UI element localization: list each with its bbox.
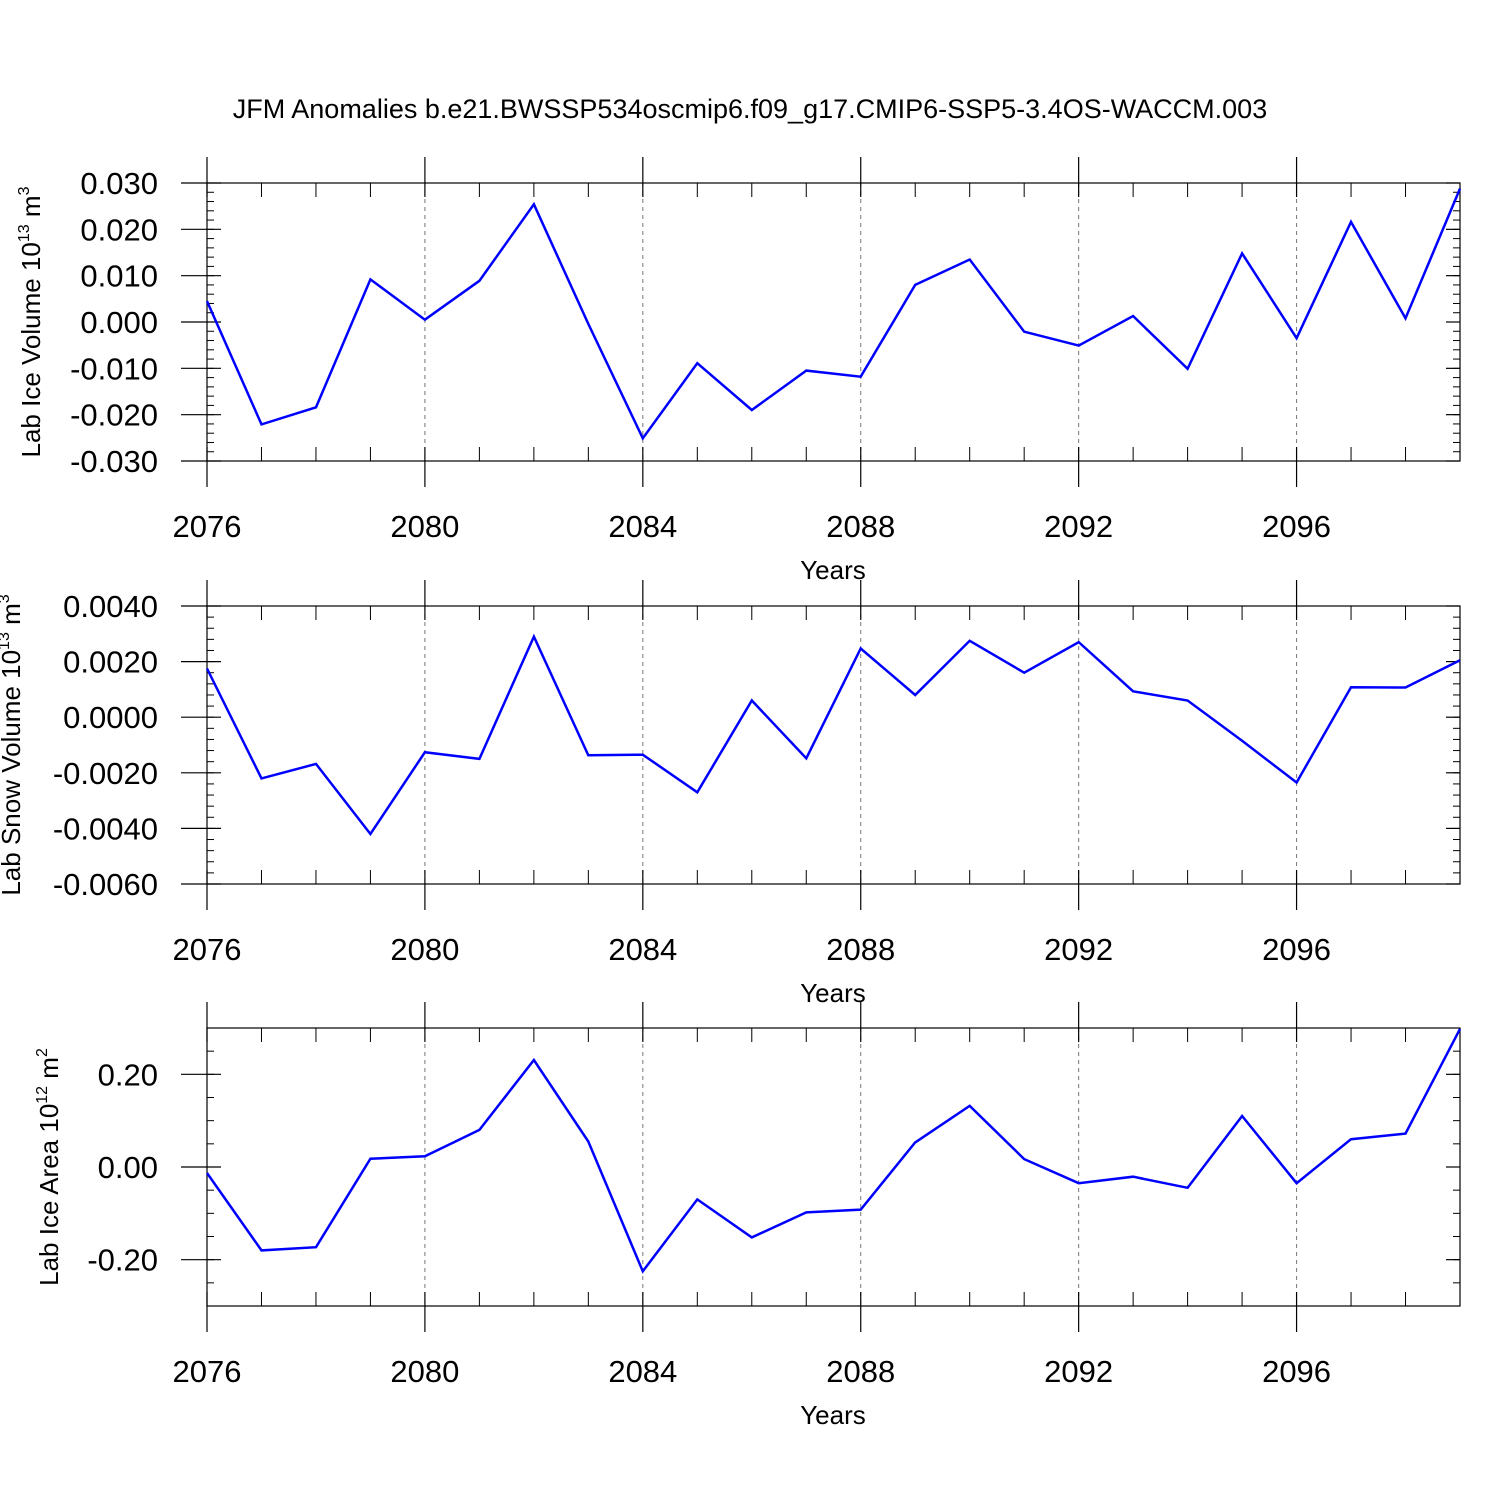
x-axis-label: Years [800,1400,866,1430]
plot-frame [206,182,1461,462]
y-tick-label: 0.00 [98,1150,158,1185]
y-tick-label: -0.0060 [53,867,158,902]
plot-frame [206,1027,1461,1307]
x-axis-label: Years [800,555,866,585]
series-line [205,633,1461,837]
y-tick-label: -0.020 [70,398,158,433]
y-tick-label: -0.0040 [53,811,158,846]
y-axis-label: Lab Ice Area 1012 m2 [34,1048,64,1286]
panel-lab-ice-area: -0.20 0.00 0.20 2076 2080 2084 2088 2092 2096 Yea… [34,1002,1462,1430]
y-tick-label: -0.20 [87,1243,158,1278]
y-tick-label: 0.20 [98,1057,158,1092]
y-tick-label: 0.020 [80,212,158,247]
x-axis-label: Years [800,978,866,1008]
x-tick-label: 2080 [390,932,459,967]
plot-frame [206,605,1461,885]
y-tick-label: -0.0020 [53,756,158,791]
panel-lab-ice-volume: -0.030 -0.020 -0.010 0.000 0.010 0.020 0.030 20… [16,157,1462,585]
y-tick-label: 0.0000 [63,700,158,735]
x-tick-label: 2096 [1262,932,1331,967]
y-axis-label: Lab Snow Volume 1013 m3 [0,594,26,895]
x-tick-label: 2084 [608,509,677,544]
x-tick-label: 2096 [1262,509,1331,544]
y-tick-label: -0.030 [70,444,158,479]
y-tick-label: 0.030 [80,166,158,201]
x-tick-label: 2092 [1044,932,1113,967]
y-tick-label: 0.0020 [63,645,158,680]
x-tick-label: 2088 [826,509,895,544]
series-line [205,1028,1462,1274]
x-tick-label: 2088 [826,932,895,967]
panel-lab-snow-volume: -0.0060 -0.0040 -0.0020 0.0000 0.0020 0.0040 2… [0,580,1461,1008]
x-tick-label: 2076 [173,1354,242,1389]
x-tick-label: 2080 [390,509,459,544]
series-line [205,188,1462,441]
x-tick-label: 2096 [1262,1354,1331,1389]
x-tick-label: 2088 [826,1354,895,1389]
y-tick-label: -0.010 [70,351,158,386]
x-tick-label: 2080 [390,1354,459,1389]
y-tick-label: 0.000 [80,305,158,340]
x-tick-label: 2084 [608,932,677,967]
x-tick-label: 2084 [608,1354,677,1389]
y-tick-label: 0.010 [80,259,158,294]
y-axis-label: Lab Ice Volume 1013 m3 [16,186,46,457]
y-tick-label: 0.0040 [63,589,158,624]
x-tick-label: 2092 [1044,1354,1113,1389]
x-tick-label: 2076 [173,509,242,544]
panels: -0.030 -0.020 -0.010 0.000 0.010 0.020 0.030 20… [0,157,1462,1430]
chart-title: JFM Anomalies b.e21.BWSSP534oscmip6.f09_… [233,94,1267,124]
x-tick-label: 2076 [173,932,242,967]
x-tick-label: 2092 [1044,509,1113,544]
